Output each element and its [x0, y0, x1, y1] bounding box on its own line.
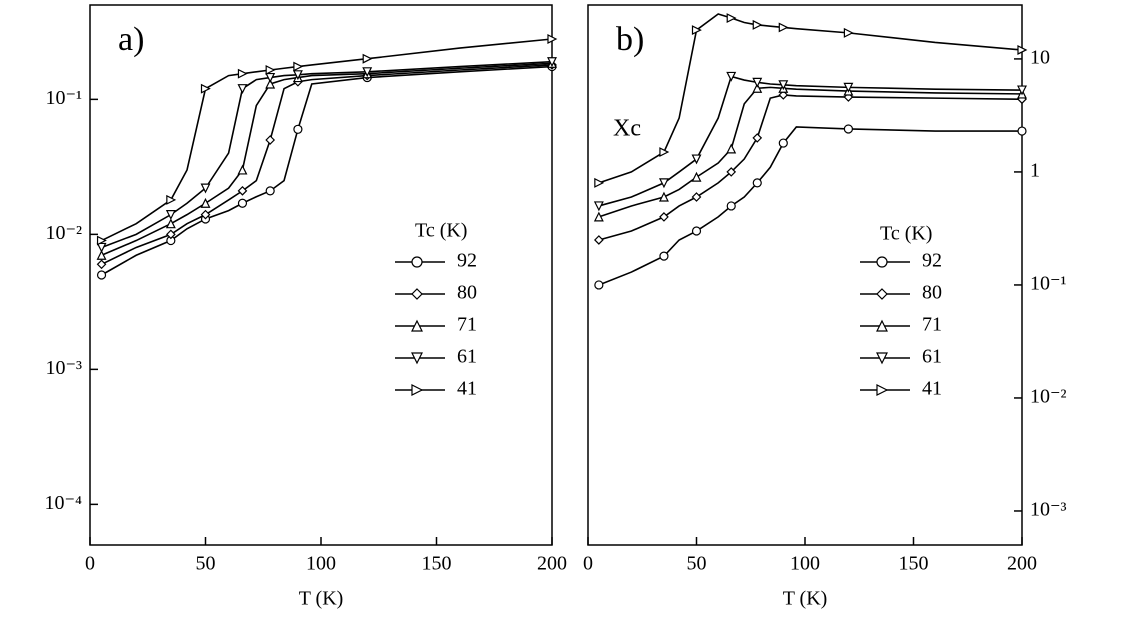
x-tick-label: 0: [583, 553, 593, 575]
figure: 05010015020010⁻¹10⁻²10⁻³10⁻⁴T (K)a)92807…: [0, 0, 1131, 626]
annotation: Xc: [613, 116, 641, 142]
x-tick-label: 100: [306, 553, 336, 575]
x-tick-label: 0: [85, 553, 95, 575]
x-tick-label: 50: [687, 553, 707, 575]
panel-label: b): [616, 21, 644, 58]
x-tick-label: 200: [1007, 553, 1037, 575]
legend-marker: [412, 257, 422, 267]
legend-label: 61: [457, 346, 477, 368]
x-axis-label: T (K): [783, 588, 828, 610]
legend-marker: [877, 257, 887, 267]
legend-label: 41: [457, 378, 477, 400]
y-tick-label: 10: [1030, 47, 1050, 69]
legend-title: Tc (K): [415, 220, 467, 242]
data-point: [693, 227, 701, 235]
y-tick-label: 10⁻¹: [1030, 273, 1067, 295]
x-tick-label: 50: [196, 553, 216, 575]
data-point: [595, 281, 603, 289]
x-tick-label: 200: [537, 553, 567, 575]
legend-title: Tc (K): [880, 223, 932, 245]
legend-label: 92: [922, 250, 942, 272]
data-point: [98, 271, 106, 279]
legend-label: 41: [922, 378, 942, 400]
data-point: [779, 139, 787, 147]
data-point: [844, 125, 852, 133]
x-tick-label: 150: [422, 553, 452, 575]
y-tick-label: 10⁻²: [45, 222, 82, 244]
legend-label: 80: [457, 282, 477, 304]
legend-label: 61: [922, 346, 942, 368]
legend-label: 71: [457, 314, 477, 336]
data-point: [727, 202, 735, 210]
x-tick-label: 100: [790, 553, 820, 575]
y-tick-label: 1: [1030, 160, 1040, 182]
legend-label: 80: [922, 282, 942, 304]
legend-label: 71: [922, 314, 942, 336]
panel-label: a): [118, 21, 144, 58]
y-tick-label: 10⁻⁴: [44, 492, 82, 514]
y-tick-label: 10⁻³: [1030, 499, 1067, 521]
data-point: [266, 187, 274, 195]
y-tick-label: 10⁻³: [45, 357, 82, 379]
data-point: [753, 179, 761, 187]
y-tick-label: 10⁻¹: [45, 87, 82, 109]
data-point: [1018, 127, 1026, 135]
data-point: [294, 125, 302, 133]
legend-label: 92: [457, 250, 477, 272]
data-point: [660, 252, 668, 260]
y-tick-label: 10⁻²: [1030, 386, 1067, 408]
x-axis-label: T (K): [299, 588, 344, 610]
data-point: [238, 199, 246, 207]
x-tick-label: 150: [899, 553, 929, 575]
